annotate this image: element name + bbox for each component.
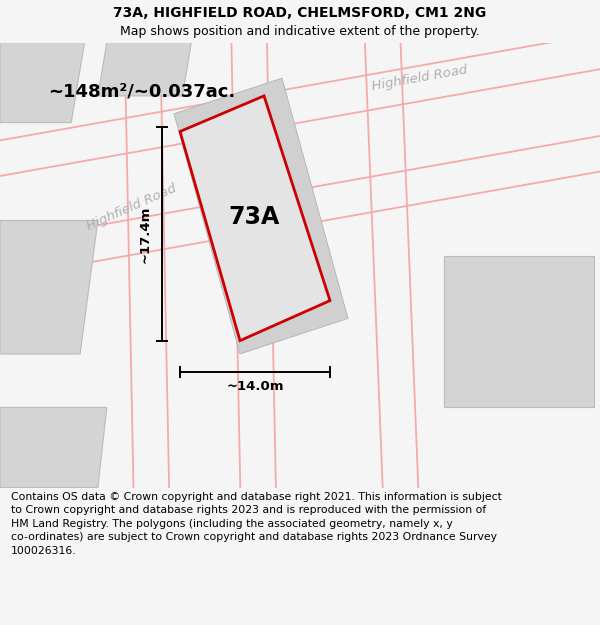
Polygon shape — [174, 78, 348, 354]
Text: Highfield Road: Highfield Road — [85, 181, 179, 232]
Polygon shape — [444, 256, 594, 408]
Polygon shape — [0, 221, 98, 354]
Polygon shape — [0, 42, 85, 122]
Polygon shape — [180, 96, 330, 341]
Text: ~148m²/~0.037ac.: ~148m²/~0.037ac. — [48, 82, 235, 101]
Text: Contains OS data © Crown copyright and database right 2021. This information is : Contains OS data © Crown copyright and d… — [11, 492, 502, 556]
Text: ~14.0m: ~14.0m — [226, 380, 284, 392]
Text: Map shows position and indicative extent of the property.: Map shows position and indicative extent… — [120, 26, 480, 38]
Text: Highfield Road: Highfield Road — [371, 63, 469, 93]
Polygon shape — [0, 408, 107, 488]
Text: ~17.4m: ~17.4m — [139, 205, 152, 262]
Text: 73A: 73A — [228, 205, 279, 229]
Polygon shape — [98, 42, 191, 96]
Text: 73A, HIGHFIELD ROAD, CHELMSFORD, CM1 2NG: 73A, HIGHFIELD ROAD, CHELMSFORD, CM1 2NG — [113, 6, 487, 20]
